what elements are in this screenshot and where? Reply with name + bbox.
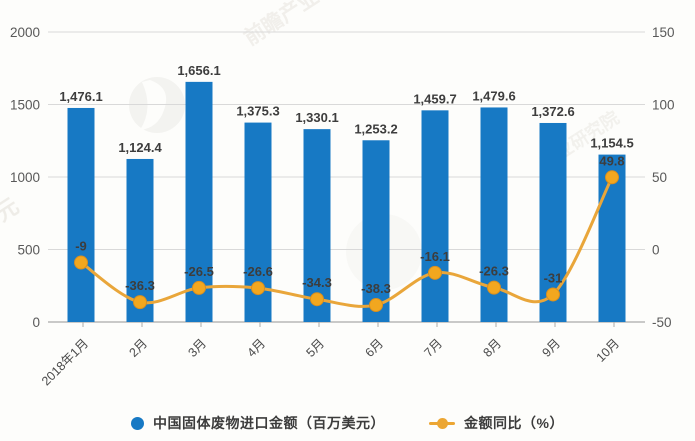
line-point — [428, 265, 442, 280]
x-axis-category-label: 6月 — [362, 336, 386, 360]
line-value-label: -16.1 — [420, 249, 450, 264]
legend-bar-series-marker-icon — [131, 416, 145, 430]
line-point — [369, 298, 383, 313]
bar-value-label: 1,375.3 — [236, 104, 279, 119]
grid-lines: 0 -50 500 0 1000 50 1500 100 2000 150 — [10, 25, 675, 330]
bar-value-label: 1,372.6 — [531, 104, 574, 119]
bar-value-label: 1,476.1 — [59, 89, 102, 104]
legend-item-yoy: 金额同比（%） — [429, 413, 564, 433]
x-axis-category-label: 9月 — [539, 336, 563, 360]
bar — [421, 110, 449, 322]
legend-line-series-label: 金额同比（%） — [464, 415, 564, 431]
line-value-label: -31 — [544, 270, 563, 285]
watermark-text: 前瞻产业研究院 — [240, 0, 376, 50]
line-point — [310, 292, 324, 307]
y-axis-right-tick-label: -50 — [652, 315, 672, 330]
line-point — [74, 255, 88, 270]
y-axis-left-tick-label: 500 — [17, 243, 40, 258]
line-value-label: -9 — [75, 239, 87, 254]
x-axis-category-label: 8月 — [480, 336, 504, 360]
bar-series: 1,476.1 1,124.4 1,656.1 1,375.3 1,330.1 1,253… — [59, 63, 634, 323]
line-value-label: -26.5 — [184, 264, 214, 279]
x-axis-category-label: 10月 — [594, 336, 623, 365]
x-axis-category-label: 2月 — [126, 336, 150, 360]
y-axis-left-tick-label: 0 — [32, 315, 40, 330]
bar — [126, 158, 154, 322]
line-point — [546, 287, 560, 302]
line-value-label: -26.6 — [243, 264, 273, 279]
line-series: -9 -36.3 -26.5 -26.6 -34.3 -38.3 -16.1 -26.3 -31… — [74, 153, 625, 313]
y-axis-left-tick-label: 2000 — [10, 25, 40, 40]
line-value-label: -38.3 — [361, 281, 391, 296]
bar — [362, 140, 390, 322]
bar-value-label: 1,124.4 — [118, 140, 162, 155]
x-axis-category-label: 3月 — [185, 336, 209, 360]
line-value-label: -36.3 — [125, 278, 155, 293]
line-value-label: 49.8 — [599, 153, 624, 168]
line-point — [133, 295, 147, 310]
x-axis-category-label: 5月 — [303, 336, 327, 360]
x-axis-category-label: 2018年1月 — [39, 336, 91, 388]
line-point — [251, 281, 265, 296]
y-axis-right-tick-label: 50 — [652, 170, 667, 185]
line-value-label: -26.3 — [479, 264, 509, 279]
line-point — [605, 170, 619, 185]
bar-value-label: 1,656.1 — [177, 63, 220, 78]
chart-legend: 中国固体废物进口金额（百万美元） 金额同比（%） — [0, 405, 695, 441]
y-axis-left-tick-label: 1000 — [10, 170, 40, 185]
bar-value-label: 1,479.6 — [472, 88, 515, 103]
bar-value-label: 1,253.2 — [354, 121, 397, 136]
line-value-label: -34.3 — [302, 275, 332, 290]
y-axis-right-tick-label: 0 — [652, 243, 660, 258]
line-path — [80, 176, 614, 308]
x-axis-category-label: 7月 — [421, 336, 445, 360]
bar — [303, 129, 331, 322]
legend-bar-series-label: 中国固体废物进口金额（百万美元） — [153, 415, 386, 431]
bar-value-label: 1,154.5 — [590, 136, 633, 151]
line-point — [487, 280, 501, 295]
bar-value-label: 1,459.7 — [413, 91, 456, 106]
watermark-text: 元 — [0, 193, 23, 226]
legend-line-series-marker-icon — [429, 417, 456, 430]
bar — [67, 107, 95, 322]
legend-item-import-amount: 中国固体废物进口金额（百万美元） — [131, 413, 385, 433]
line-point — [192, 280, 206, 295]
bar-value-label: 1,330.1 — [295, 110, 338, 125]
x-axis-category-label: 4月 — [244, 336, 268, 360]
y-axis-right-tick-label: 100 — [652, 98, 675, 113]
y-axis-right-tick-label: 150 — [652, 25, 675, 40]
y-axis-left-tick-label: 1500 — [10, 98, 40, 113]
x-axis: 2018年1月 2月 3月 4月 5月 6月 7月 8月 9月 10月 — [39, 321, 645, 388]
